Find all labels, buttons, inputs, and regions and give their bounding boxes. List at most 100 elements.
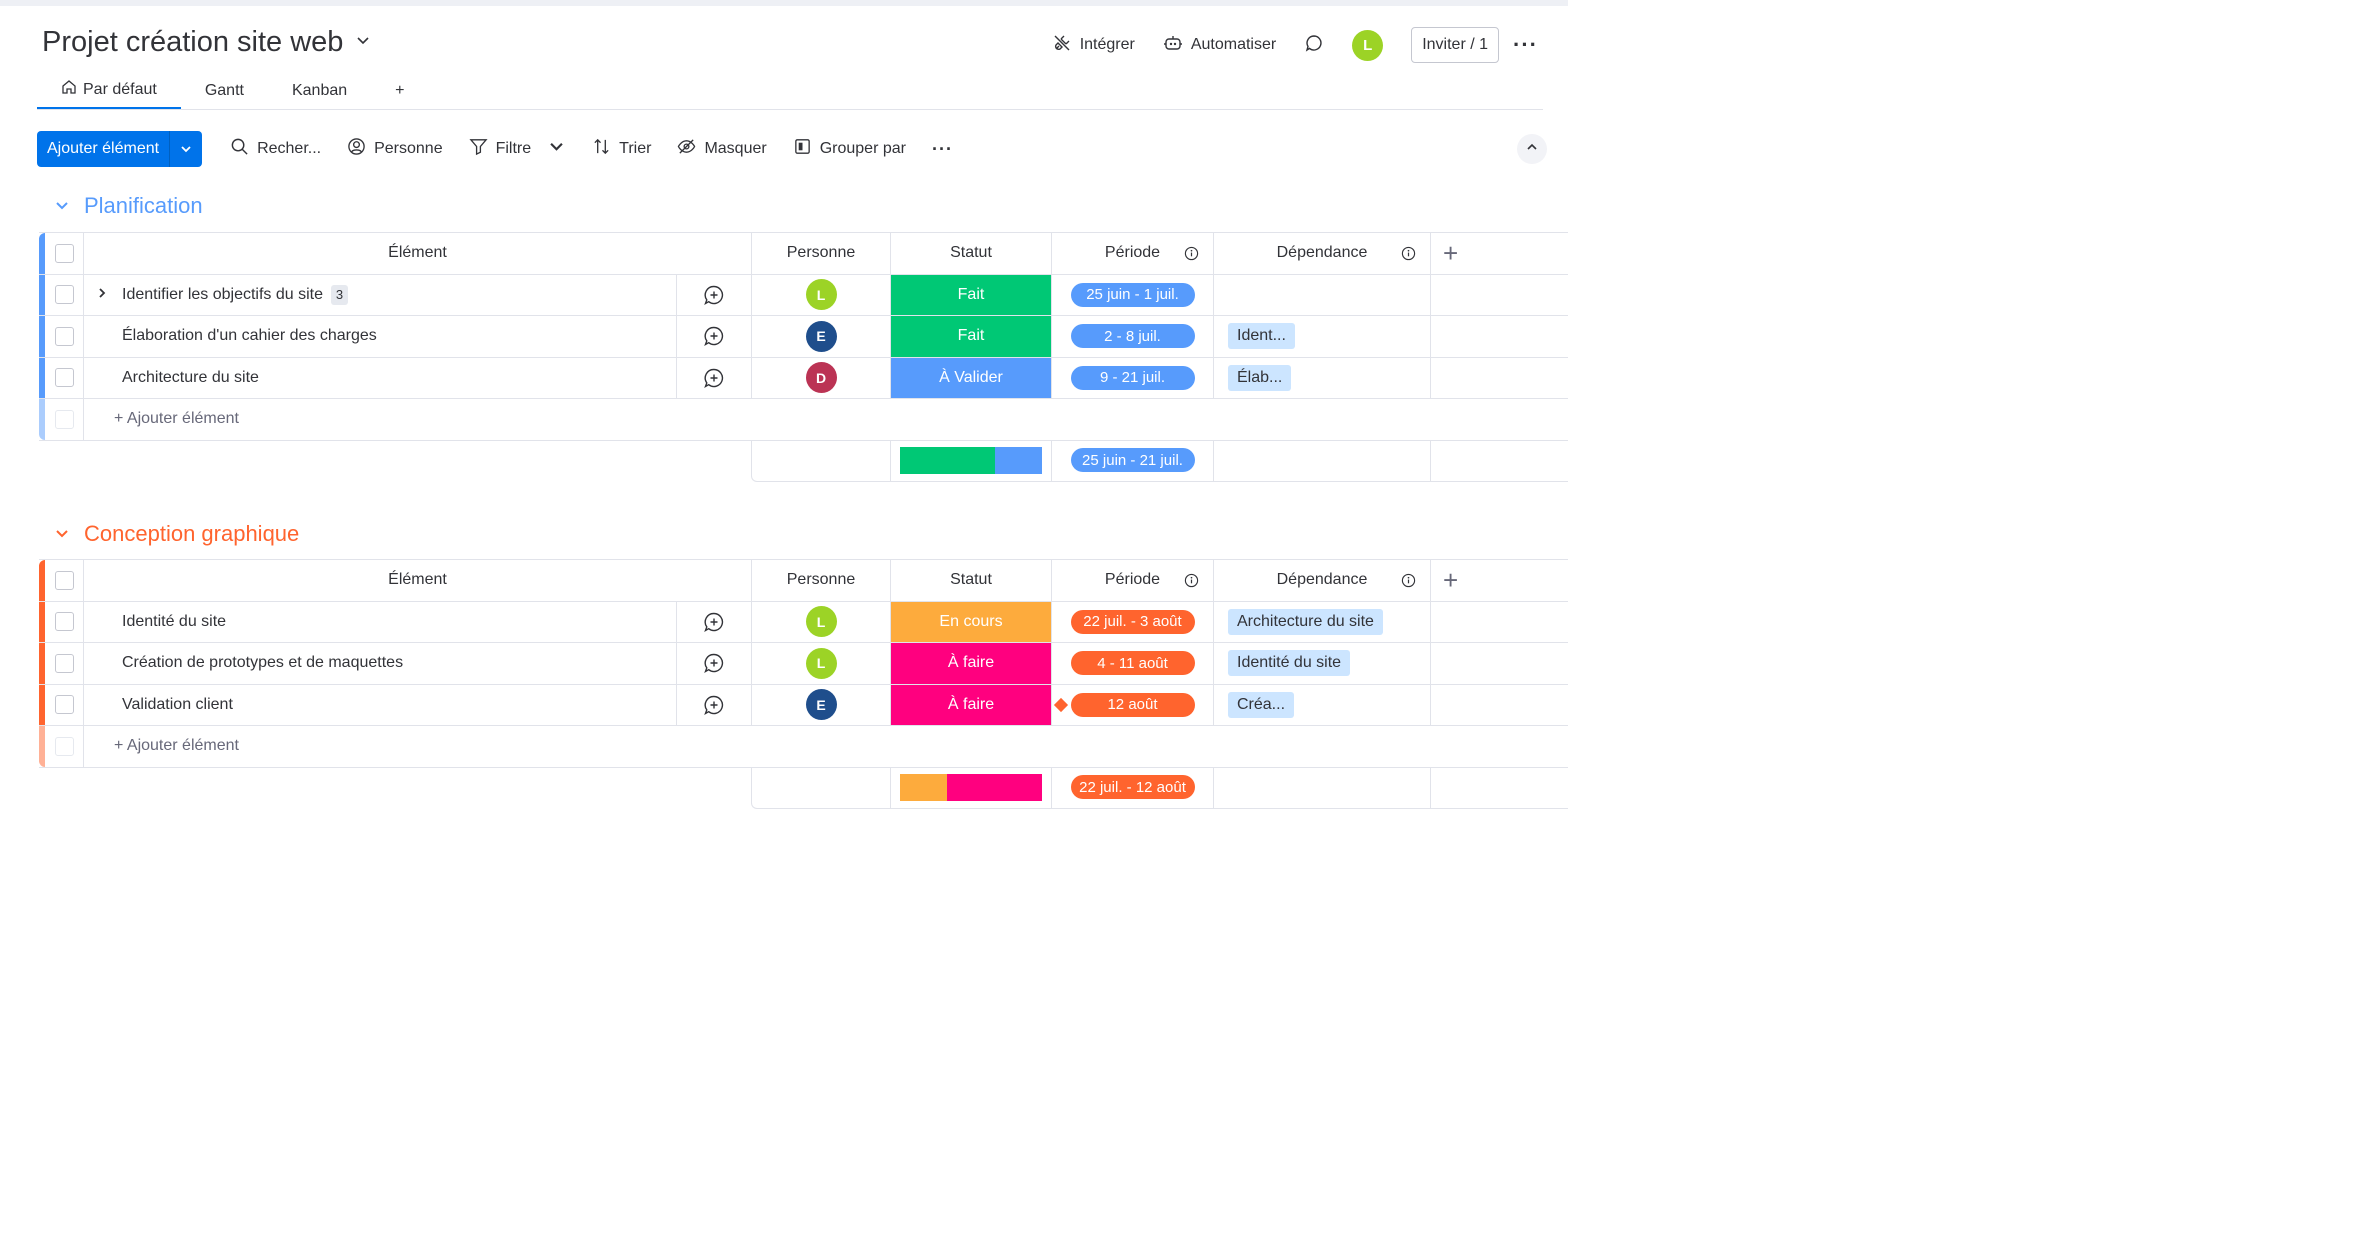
person-cell[interactable]: E (752, 684, 891, 725)
add-update-icon[interactable] (677, 274, 752, 315)
add-update-icon[interactable] (677, 684, 752, 725)
item-name-cell[interactable]: Identifier les objectifs du site 3 (84, 274, 677, 315)
column-header-person[interactable]: Personne (752, 233, 891, 274)
tab-kanban[interactable]: Kanban (291, 81, 348, 99)
status-summary-cell[interactable] (891, 439, 1052, 481)
avatar[interactable]: L (805, 606, 837, 638)
item-name[interactable]: Identifier les objectifs du site (122, 285, 323, 303)
period-cell[interactable]: 25 juin - 1 juil. (1052, 274, 1214, 315)
chevron-down-icon[interactable] (547, 137, 566, 161)
chevron-down-icon[interactable] (54, 197, 70, 216)
status-cell[interactable]: Fait (891, 316, 1052, 357)
dependency-cell[interactable] (1214, 274, 1431, 315)
add-item-input[interactable]: + Ajouter élément (114, 410, 239, 428)
dependency-cell[interactable]: Créa... (1214, 684, 1431, 725)
person-cell[interactable]: L (752, 274, 891, 315)
tab-gantt[interactable]: Gantt (204, 81, 244, 99)
group-header[interactable]: Planification (54, 193, 203, 219)
item-name-cell[interactable]: Élaboration d'un cahier des charges (84, 316, 677, 357)
add-item-input[interactable]: + Ajouter élément (114, 737, 239, 755)
collapse-toolbar-button[interactable] (1517, 134, 1547, 164)
column-header-dependency[interactable]: Dépendance (1214, 233, 1431, 274)
column-header-period[interactable]: Période (1052, 560, 1214, 601)
filter-button[interactable]: Filtre (469, 137, 567, 161)
item-name-cell[interactable]: Architecture du site (84, 357, 677, 398)
item-name[interactable]: Validation client (122, 695, 233, 713)
dependency-cell[interactable]: Ident... (1214, 316, 1431, 357)
period-summary-pill[interactable]: 22 juil. - 12 août (1070, 775, 1195, 799)
dependency-chip[interactable]: Créa... (1228, 691, 1295, 718)
add-update-icon[interactable] (677, 316, 752, 357)
period-summary-pill[interactable]: 25 juin - 21 juil. (1070, 448, 1195, 472)
select-all-checkbox[interactable] (45, 560, 84, 601)
status-summary-bar[interactable] (900, 446, 1042, 474)
add-view-button[interactable]: + (395, 81, 405, 99)
info-icon[interactable] (1401, 246, 1416, 261)
column-header-person[interactable]: Personne (752, 560, 891, 601)
dependency-chip[interactable]: Ident... (1228, 323, 1295, 350)
table-row[interactable]: Identité du site L En cours 22 juil. - 3 ao… (39, 601, 1568, 643)
group-title[interactable]: Conception graphique (84, 521, 300, 546)
chevron-down-icon[interactable] (54, 525, 70, 544)
dependency-chip[interactable]: Architecture du site (1228, 608, 1383, 635)
sort-button[interactable]: Trier (592, 137, 651, 161)
column-header-dependency[interactable]: Dépendance (1214, 560, 1431, 601)
add-update-icon[interactable] (677, 601, 752, 642)
person-filter-button[interactable]: Personne (347, 137, 443, 161)
item-name[interactable]: Architecture du site (122, 368, 259, 386)
status-cell[interactable]: À faire (891, 643, 1052, 684)
period-summary-cell[interactable]: 25 juin - 21 juil. (1052, 439, 1214, 481)
group-title[interactable]: Planification (84, 193, 203, 218)
add-item-row[interactable]: + Ajouter élément (39, 726, 1568, 768)
column-header-status[interactable]: Statut (891, 560, 1052, 601)
status-cell[interactable]: À Valider (891, 357, 1052, 398)
info-icon[interactable] (1401, 573, 1416, 588)
row-checkbox[interactable] (45, 601, 84, 642)
dependency-cell[interactable]: Architecture du site (1214, 601, 1431, 642)
item-name[interactable]: Création de prototypes et de maquettes (122, 654, 404, 672)
row-checkbox[interactable] (45, 316, 84, 357)
column-header-element[interactable]: Élément (84, 560, 752, 601)
select-all-checkbox[interactable] (45, 233, 84, 274)
user-avatar[interactable]: L (1352, 29, 1384, 61)
tab-default[interactable]: Par défaut (37, 72, 181, 109)
group-header[interactable]: Conception graphique (54, 521, 299, 547)
period-cell[interactable]: 2 - 8 juil. (1052, 316, 1214, 357)
table-row[interactable]: Élaboration d'un cahier des charges E Fait… (39, 316, 1568, 358)
updates-button[interactable] (1304, 33, 1324, 58)
column-header-element[interactable]: Élément (84, 233, 752, 274)
add-column-button[interactable]: + (1443, 564, 1459, 595)
item-name[interactable]: Élaboration d'un cahier des charges (122, 327, 377, 345)
chevron-down-icon[interactable] (170, 131, 202, 167)
search-button[interactable]: Recher... (230, 137, 321, 161)
info-icon[interactable] (1184, 573, 1199, 588)
period-pill[interactable]: 9 - 21 juil. (1070, 365, 1195, 390)
table-row[interactable]: Architecture du site D À Valider 9 - 21 jui… (39, 357, 1568, 399)
dependency-cell[interactable]: Élab... (1214, 357, 1431, 398)
period-pill[interactable]: 22 juil. - 3 août (1070, 609, 1195, 634)
status-summary-bar[interactable] (900, 773, 1042, 801)
add-update-icon[interactable] (677, 643, 752, 684)
avatar[interactable]: L (805, 279, 837, 311)
column-header-status[interactable]: Statut (891, 233, 1052, 274)
avatar[interactable]: E (805, 320, 837, 352)
period-cell[interactable]: 4 - 11 août (1052, 643, 1214, 684)
info-icon[interactable] (1184, 246, 1199, 261)
status-cell[interactable]: En cours (891, 601, 1052, 642)
dependency-chip[interactable]: Élab... (1228, 364, 1292, 391)
person-cell[interactable]: L (752, 643, 891, 684)
chevron-right-icon[interactable] (96, 286, 108, 304)
avatar[interactable]: E (805, 689, 837, 721)
subitems-count[interactable]: 3 (331, 284, 348, 305)
row-checkbox[interactable] (45, 643, 84, 684)
dependency-chip[interactable]: Identité du site (1228, 650, 1351, 677)
integrate-button[interactable]: Intégrer (1052, 33, 1135, 58)
table-row[interactable]: Identifier les objectifs du site 3 L Fait 25… (39, 274, 1568, 316)
item-name[interactable]: Identité du site (122, 612, 227, 630)
chevron-down-icon[interactable] (355, 32, 371, 53)
table-row[interactable]: Validation client E À faire 12 août Créa... (39, 684, 1568, 726)
more-options-icon[interactable]: ··· (1513, 32, 1538, 57)
item-name-cell[interactable]: Création de prototypes et de maquettes (84, 643, 677, 684)
add-item-row[interactable]: + Ajouter élément (39, 399, 1568, 441)
row-checkbox[interactable] (45, 274, 84, 315)
